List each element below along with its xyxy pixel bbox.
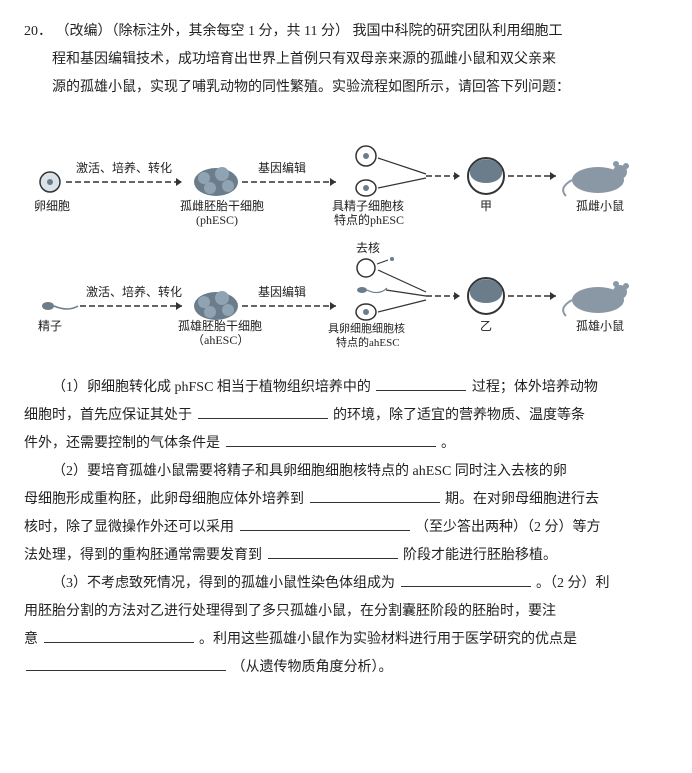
q1-f: 。 bbox=[441, 436, 455, 451]
blank-q1-1 bbox=[376, 377, 466, 391]
blank-q2-2 bbox=[240, 517, 410, 531]
question-number: 20． bbox=[24, 24, 52, 39]
q3-a: （3）不考虑致死情况，得到的孤雄小鼠性染色体组成为 bbox=[52, 576, 395, 591]
r1-mid2-top: 具精子细胞核 bbox=[332, 199, 404, 213]
q3-line4: （从遗传物质角度分析）。 bbox=[24, 654, 668, 682]
embryo-yi-icon bbox=[468, 278, 504, 314]
q1: （1）卵细胞转化成 phFSC 相当于植物组织培养中的 过程；体外培养动物 bbox=[24, 374, 668, 402]
q3-c: 用胚胎分割的方法对乙进行处理得到了多只孤雄小鼠，在分割囊胚阶段的胚胎时，要注 bbox=[24, 604, 556, 619]
q1-line2: 细胞时，首先应保证其处于 的环境，除了适宜的营养物质、温度等条 bbox=[24, 402, 668, 430]
phesc-sub: (phESC) bbox=[196, 213, 238, 227]
male-mouse-icon bbox=[563, 281, 629, 316]
enucleated-egg-icon bbox=[357, 257, 394, 277]
diagram-svg: 卵细胞 激活、培养、转化 孤雌胚胎干细胞 (phESC) 基因编辑 bbox=[26, 114, 666, 364]
q1-b: 过程；体外培养动物 bbox=[472, 380, 598, 395]
intro-line1: 我国中科院的研究团队利用细胞工 bbox=[352, 24, 562, 39]
ahesc-label: 孤雄胚胎干细胞 bbox=[178, 318, 262, 333]
q2-line4: 法处理，得到的重构胚通常需要发育到 阶段才能进行胚胎移植。 bbox=[24, 542, 668, 570]
enucleate-label: 去核 bbox=[356, 241, 380, 255]
ahesc-cluster-icon bbox=[194, 291, 238, 320]
r1-arrow2-label: 基因编辑 bbox=[258, 160, 306, 175]
experiment-diagram: 卵细胞 激活、培养、转化 孤雌胚胎干细胞 (phESC) 基因编辑 bbox=[26, 114, 666, 364]
q3-d: 意 bbox=[24, 632, 38, 647]
intro-line2: 程和基因编辑技术，成功培育出世界上首例只有双母亲来源的孤雌小鼠和双父亲来 bbox=[24, 46, 668, 74]
sperm-icon bbox=[42, 302, 78, 310]
egg-cell-icon bbox=[40, 172, 60, 192]
q3-e: 。利用这些孤雄小鼠作为实验材料进行用于医学研究的优点是 bbox=[199, 632, 577, 647]
q3-line3: 意 。利用这些孤雄小鼠作为实验材料进行用于医学研究的优点是 bbox=[24, 626, 668, 654]
q2-e: （至少答出两种）（2 分）等方 bbox=[415, 520, 601, 535]
jia-label: 甲 bbox=[480, 199, 492, 213]
q2-c: 期。在对卵母细胞进行去 bbox=[445, 492, 599, 507]
yi-label: 乙 bbox=[480, 319, 492, 333]
female-mouse-icon bbox=[563, 161, 629, 196]
r1-mid2-icon bbox=[356, 146, 376, 196]
q2-g: 阶段才能进行胚胎移植。 bbox=[403, 548, 557, 563]
r1-arrow1-label: 激活、培养、转化 bbox=[76, 160, 172, 175]
blank-q3-3 bbox=[26, 657, 226, 671]
blank-q1-2 bbox=[198, 405, 328, 419]
q2-b: 母细胞形成重构胚，此卵母细胞应体外培养到 bbox=[24, 492, 304, 507]
q2-a: （2）要培育孤雄小鼠需要将精子和具卵细胞细胞核特点的 ahESC 同时注入去核的… bbox=[52, 464, 567, 479]
egg-cell-label: 卵细胞 bbox=[34, 199, 70, 213]
r2-cell-icon bbox=[356, 304, 376, 320]
r1-mid2-bot: 特点的phESC bbox=[334, 212, 404, 227]
blank-q2-3 bbox=[268, 545, 398, 559]
q2-line2: 母细胞形成重构胚，此卵母细胞应体外培养到 期。在对卵母细胞进行去 bbox=[24, 486, 668, 514]
q1-c: 细胞时，首先应保证其处于 bbox=[24, 408, 192, 423]
q2: （2）要培育孤雄小鼠需要将精子和具卵细胞细胞核特点的 ahESC 同时注入去核的… bbox=[24, 458, 668, 486]
phesc-label: 孤雌胚胎干细胞 bbox=[180, 198, 264, 213]
q2-d: 核时，除了显微操作外还可以采用 bbox=[24, 520, 234, 535]
header-note: （改编）（除标注外，其余每空 1 分，共 11 分） bbox=[56, 24, 349, 39]
male-mouse-label: 孤雄小鼠 bbox=[576, 318, 624, 333]
q2-f: 法处理，得到的重构胚通常需要发育到 bbox=[24, 548, 262, 563]
q1-a: （1）卵细胞转化成 phFSC 相当于植物组织培养中的 bbox=[52, 380, 371, 395]
question-page: 20． （改编）（除标注外，其余每空 1 分，共 11 分） 我国中科院的研究团… bbox=[0, 0, 692, 773]
q3: （3）不考虑致死情况，得到的孤雄小鼠性染色体组成为 。（2 分）利 bbox=[24, 570, 668, 598]
r2-sperm2-icon bbox=[357, 287, 387, 293]
sperm-label: 精子 bbox=[38, 319, 62, 333]
blank-q3-1 bbox=[401, 573, 531, 587]
r2-arrow2-label: 基因编辑 bbox=[258, 284, 306, 299]
q2-line3: 核时，除了显微操作外还可以采用 （至少答出两种）（2 分）等方 bbox=[24, 514, 668, 542]
female-mouse-label: 孤雌小鼠 bbox=[576, 198, 624, 213]
question-header: 20． （改编）（除标注外，其余每空 1 分，共 11 分） 我国中科院的研究团… bbox=[24, 18, 668, 102]
embryo-jia-icon bbox=[468, 158, 504, 194]
blank-q1-3 bbox=[226, 433, 436, 447]
blank-q3-2 bbox=[44, 629, 194, 643]
sub-questions: （1）卵细胞转化成 phFSC 相当于植物组织培养中的 过程；体外培养动物 细胞… bbox=[24, 374, 668, 682]
r2-mid2-bot: 特点的ahESC bbox=[336, 335, 400, 349]
q1-d: 的环境，除了适宜的营养物质、温度等条 bbox=[333, 408, 585, 423]
r2-mid2-top: 具卵细胞细胞核 bbox=[328, 321, 405, 335]
phesc-cluster-icon bbox=[194, 167, 238, 196]
intro-line3: 源的孤雄小鼠，实现了哺乳动物的同性繁殖。实验流程如图所示，请回答下列问题： bbox=[24, 74, 668, 102]
r2-arrow1-label: 激活、培养、转化 bbox=[86, 284, 182, 299]
q3-b: 。（2 分）利 bbox=[536, 576, 610, 591]
ahesc-sub: （ahESC） bbox=[192, 333, 249, 347]
q3-f: （从遗传物质角度分析）。 bbox=[232, 660, 393, 675]
q1-e: 件外，还需要控制的气体条件是 bbox=[24, 436, 220, 451]
q1-line3: 件外，还需要控制的气体条件是 。 bbox=[24, 430, 668, 458]
q3-line2: 用胚胎分割的方法对乙进行处理得到了多只孤雄小鼠，在分割囊胚阶段的胚胎时，要注 bbox=[24, 598, 668, 626]
blank-q2-1 bbox=[310, 489, 440, 503]
